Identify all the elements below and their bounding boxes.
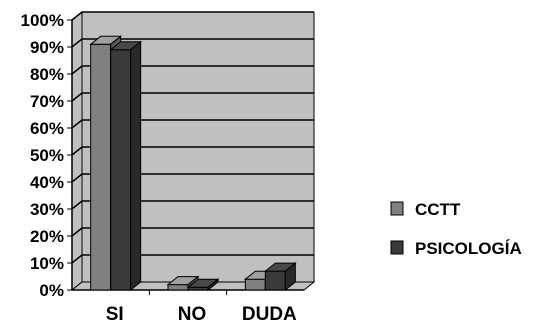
y-tick-label: 30% [30,200,64,219]
bar-front [167,284,189,291]
bar-front [264,270,286,291]
bar-psicología-no [186,278,220,292]
gridline [71,92,314,102]
y-tick-label: 0% [39,281,64,300]
bar-front [244,278,266,291]
gridline [71,146,314,156]
bar-front [90,43,112,291]
legend-swatch [390,201,404,216]
gridline [71,65,314,75]
gridline [71,38,314,48]
y-tick-label: 100% [21,11,64,30]
y-tick-label: 80% [30,65,64,84]
gridline [71,254,314,264]
y-tick-label: 10% [30,254,64,273]
bars [89,35,297,292]
bar-side [284,262,296,292]
y-tick-label: 70% [30,92,64,111]
gridline [71,173,314,183]
bar-side [207,278,219,292]
bar-psicología-duda [263,262,297,292]
y-tick-label: 20% [30,227,64,246]
legend-swatch [390,240,404,255]
y-tick-label: 60% [30,119,64,138]
x-tick-label: SI [106,304,124,322]
gridline [71,119,314,129]
bar-front [110,49,132,291]
gridline [71,11,314,21]
y-tick-label: 90% [30,38,64,57]
legend-label: CCTT [415,200,461,219]
legend: CCTT PSICOLOGÍA [390,200,522,258]
gridline [71,200,314,210]
legend-label: PSICOLOGÍA [415,239,522,258]
x-tick-label: NO [178,304,207,322]
bar-psicología-si [109,40,143,292]
x-tick-labels: SI NO DUDA [106,290,297,322]
y-tick-labels: 0% 10% 20% 30% 40% 50% 60% 70% 80% 90% 100% [21,11,72,300]
x-tick-label: DUDA [242,304,297,322]
bar-side [130,40,142,292]
gridline [71,227,314,237]
gridlines [71,11,314,264]
y-tick-label: 40% [30,173,64,192]
y-tick-label: 50% [30,146,64,165]
